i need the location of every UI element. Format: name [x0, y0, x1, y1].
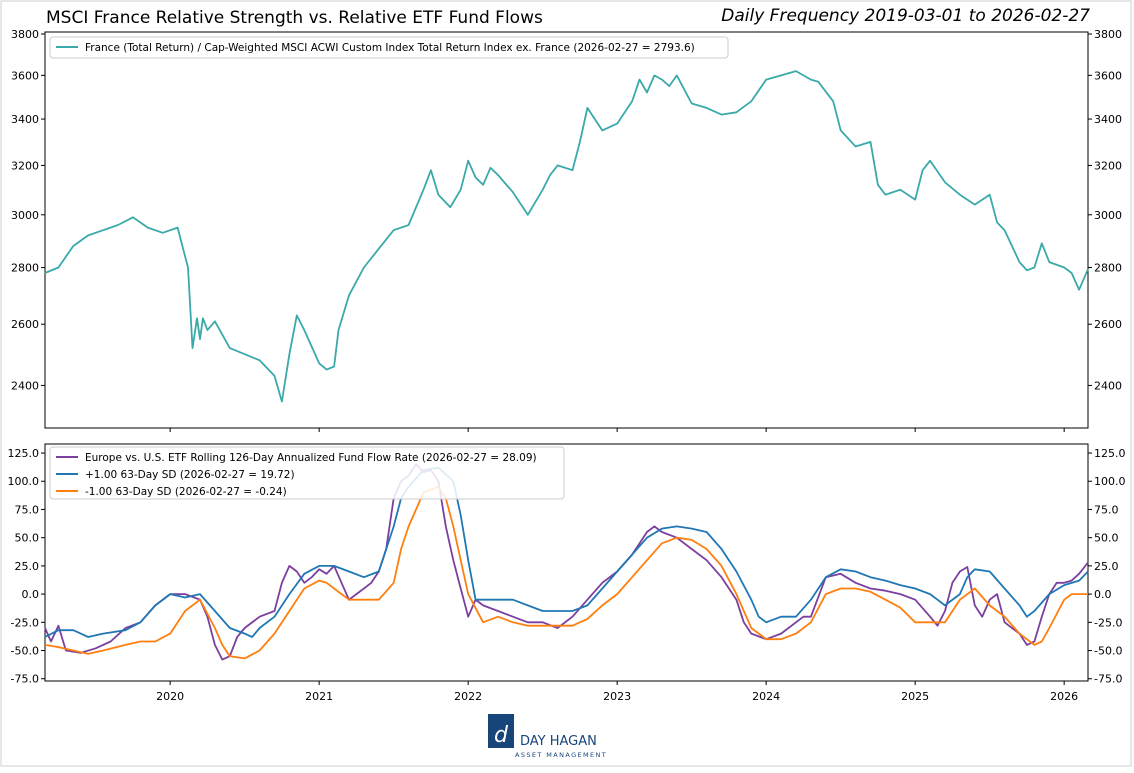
y-tick-label-right: -50.0	[1094, 645, 1122, 658]
y-tick-label-right: 2400	[1094, 379, 1122, 392]
y-tick-label-right: 25.0	[1094, 560, 1119, 573]
y-tick-label-left: 75.0	[15, 503, 40, 516]
legend-label-flow-rate: Europe vs. U.S. ETF Rolling 126-Day Annu…	[85, 452, 537, 464]
y-tick-label-right: 3000	[1094, 209, 1122, 222]
x-tick-label: 2024	[752, 690, 780, 703]
y-tick-label-right: -75.0	[1094, 673, 1122, 686]
logo-tagline: ASSET MANAGEMENT	[515, 751, 607, 759]
y-tick-label-left: 2400	[11, 379, 39, 392]
legend-label-france: France (Total Return) / Cap-Weighted MSC…	[85, 42, 695, 54]
y-tick-label-left: -25.0	[11, 616, 39, 629]
relative-strength-lines	[44, 70, 1089, 403]
y-tick-label-right: 2600	[1094, 318, 1122, 331]
x-tick-label: 2026	[1050, 690, 1078, 703]
x-tick-label: 2022	[454, 690, 482, 703]
logo-name: DAY HAGAN	[520, 734, 597, 749]
legend-label-plus-sd: +1.00 63-Day SD (2026-02-27 = 19.72)	[85, 469, 295, 481]
y-tick-label-left: 0.0	[22, 588, 40, 601]
x-tick-label: 2020	[156, 690, 184, 703]
chart-subtitle: Daily Frequency 2019-03-01 to 2026-02-27	[721, 6, 1090, 26]
series-line-relative-strength-0	[44, 70, 1089, 403]
y-tick-label-left: 50.0	[15, 532, 40, 545]
fund-flow-legend: Europe vs. U.S. ETF Rolling 126-Day Annu…	[49, 446, 565, 500]
logo-mark	[488, 714, 514, 748]
y-tick-label-right: 3400	[1094, 113, 1122, 126]
y-tick-label-left: 100.0	[8, 475, 40, 488]
y-tick-label-right: 50.0	[1094, 532, 1119, 545]
legend-box	[49, 446, 565, 500]
y-tick-label-left: -75.0	[11, 673, 39, 686]
relative-strength-legend: France (Total Return) / Cap-Weighted MSC…	[49, 36, 729, 59]
y-tick-label-right: 100.0	[1094, 475, 1126, 488]
relative-strength-ticks: 2400 2400 2600 2600 2800 2800 3000 3000 3200 3200…	[11, 28, 1122, 432]
y-tick-label-right: 75.0	[1094, 503, 1119, 516]
relative-strength-axes	[44, 31, 1089, 429]
relative-strength-panel: 2400 2400 2600 2600 2800 2800 3000 3000 3200 3200…	[11, 28, 1122, 432]
series-line-fund-flow-0	[44, 463, 1089, 661]
day-hagan-logo: d DAY HAGAN ASSET MANAGEMENT	[488, 714, 607, 759]
y-tick-label-left: 3600	[11, 69, 39, 82]
y-tick-label-left: 3400	[11, 113, 39, 126]
x-tick-label: 2025	[901, 690, 929, 703]
y-tick-label-right: 0.0	[1094, 588, 1112, 601]
y-tick-label-left: -50.0	[11, 645, 39, 658]
series-line-fund-flow-2	[44, 485, 1088, 660]
y-tick-label-right: -25.0	[1094, 616, 1122, 629]
y-tick-label-left: 3200	[11, 159, 39, 172]
y-tick-label-left: 2800	[11, 262, 39, 275]
fund-flow-panel: -75.0 -75.0 -50.0 -50.0 -25.0 -25.0 0.0 0.0 25.0…	[8, 443, 1126, 703]
legend-box	[49, 36, 729, 59]
logo-monogram: d	[494, 723, 509, 748]
chart-title: MSCI France Relative Strength vs. Relati…	[46, 8, 543, 28]
y-tick-label-left: 2600	[11, 318, 39, 331]
y-tick-label-right: 2800	[1094, 262, 1122, 275]
y-tick-label-left: 25.0	[15, 560, 40, 573]
y-tick-label-right: 3800	[1094, 28, 1122, 41]
y-tick-label-right: 125.0	[1094, 447, 1126, 460]
y-tick-label-left: 3800	[11, 28, 39, 41]
x-tick-label: 2023	[603, 690, 631, 703]
fund-flow-ticks: -75.0 -75.0 -50.0 -50.0 -25.0 -25.0 0.0 0.0 25.0…	[8, 447, 1126, 703]
y-tick-label-left: 125.0	[8, 447, 40, 460]
series-line-fund-flow-1	[44, 466, 1089, 638]
y-tick-label-right: 3200	[1094, 159, 1122, 172]
y-tick-label-right: 3600	[1094, 69, 1122, 82]
fund-flow-lines	[44, 463, 1089, 661]
legend-label-minus-sd: -1.00 63-Day SD (2026-02-27 = -0.24)	[85, 486, 287, 498]
x-tick-label: 2021	[305, 690, 333, 703]
y-tick-label-left: 3000	[11, 209, 39, 222]
